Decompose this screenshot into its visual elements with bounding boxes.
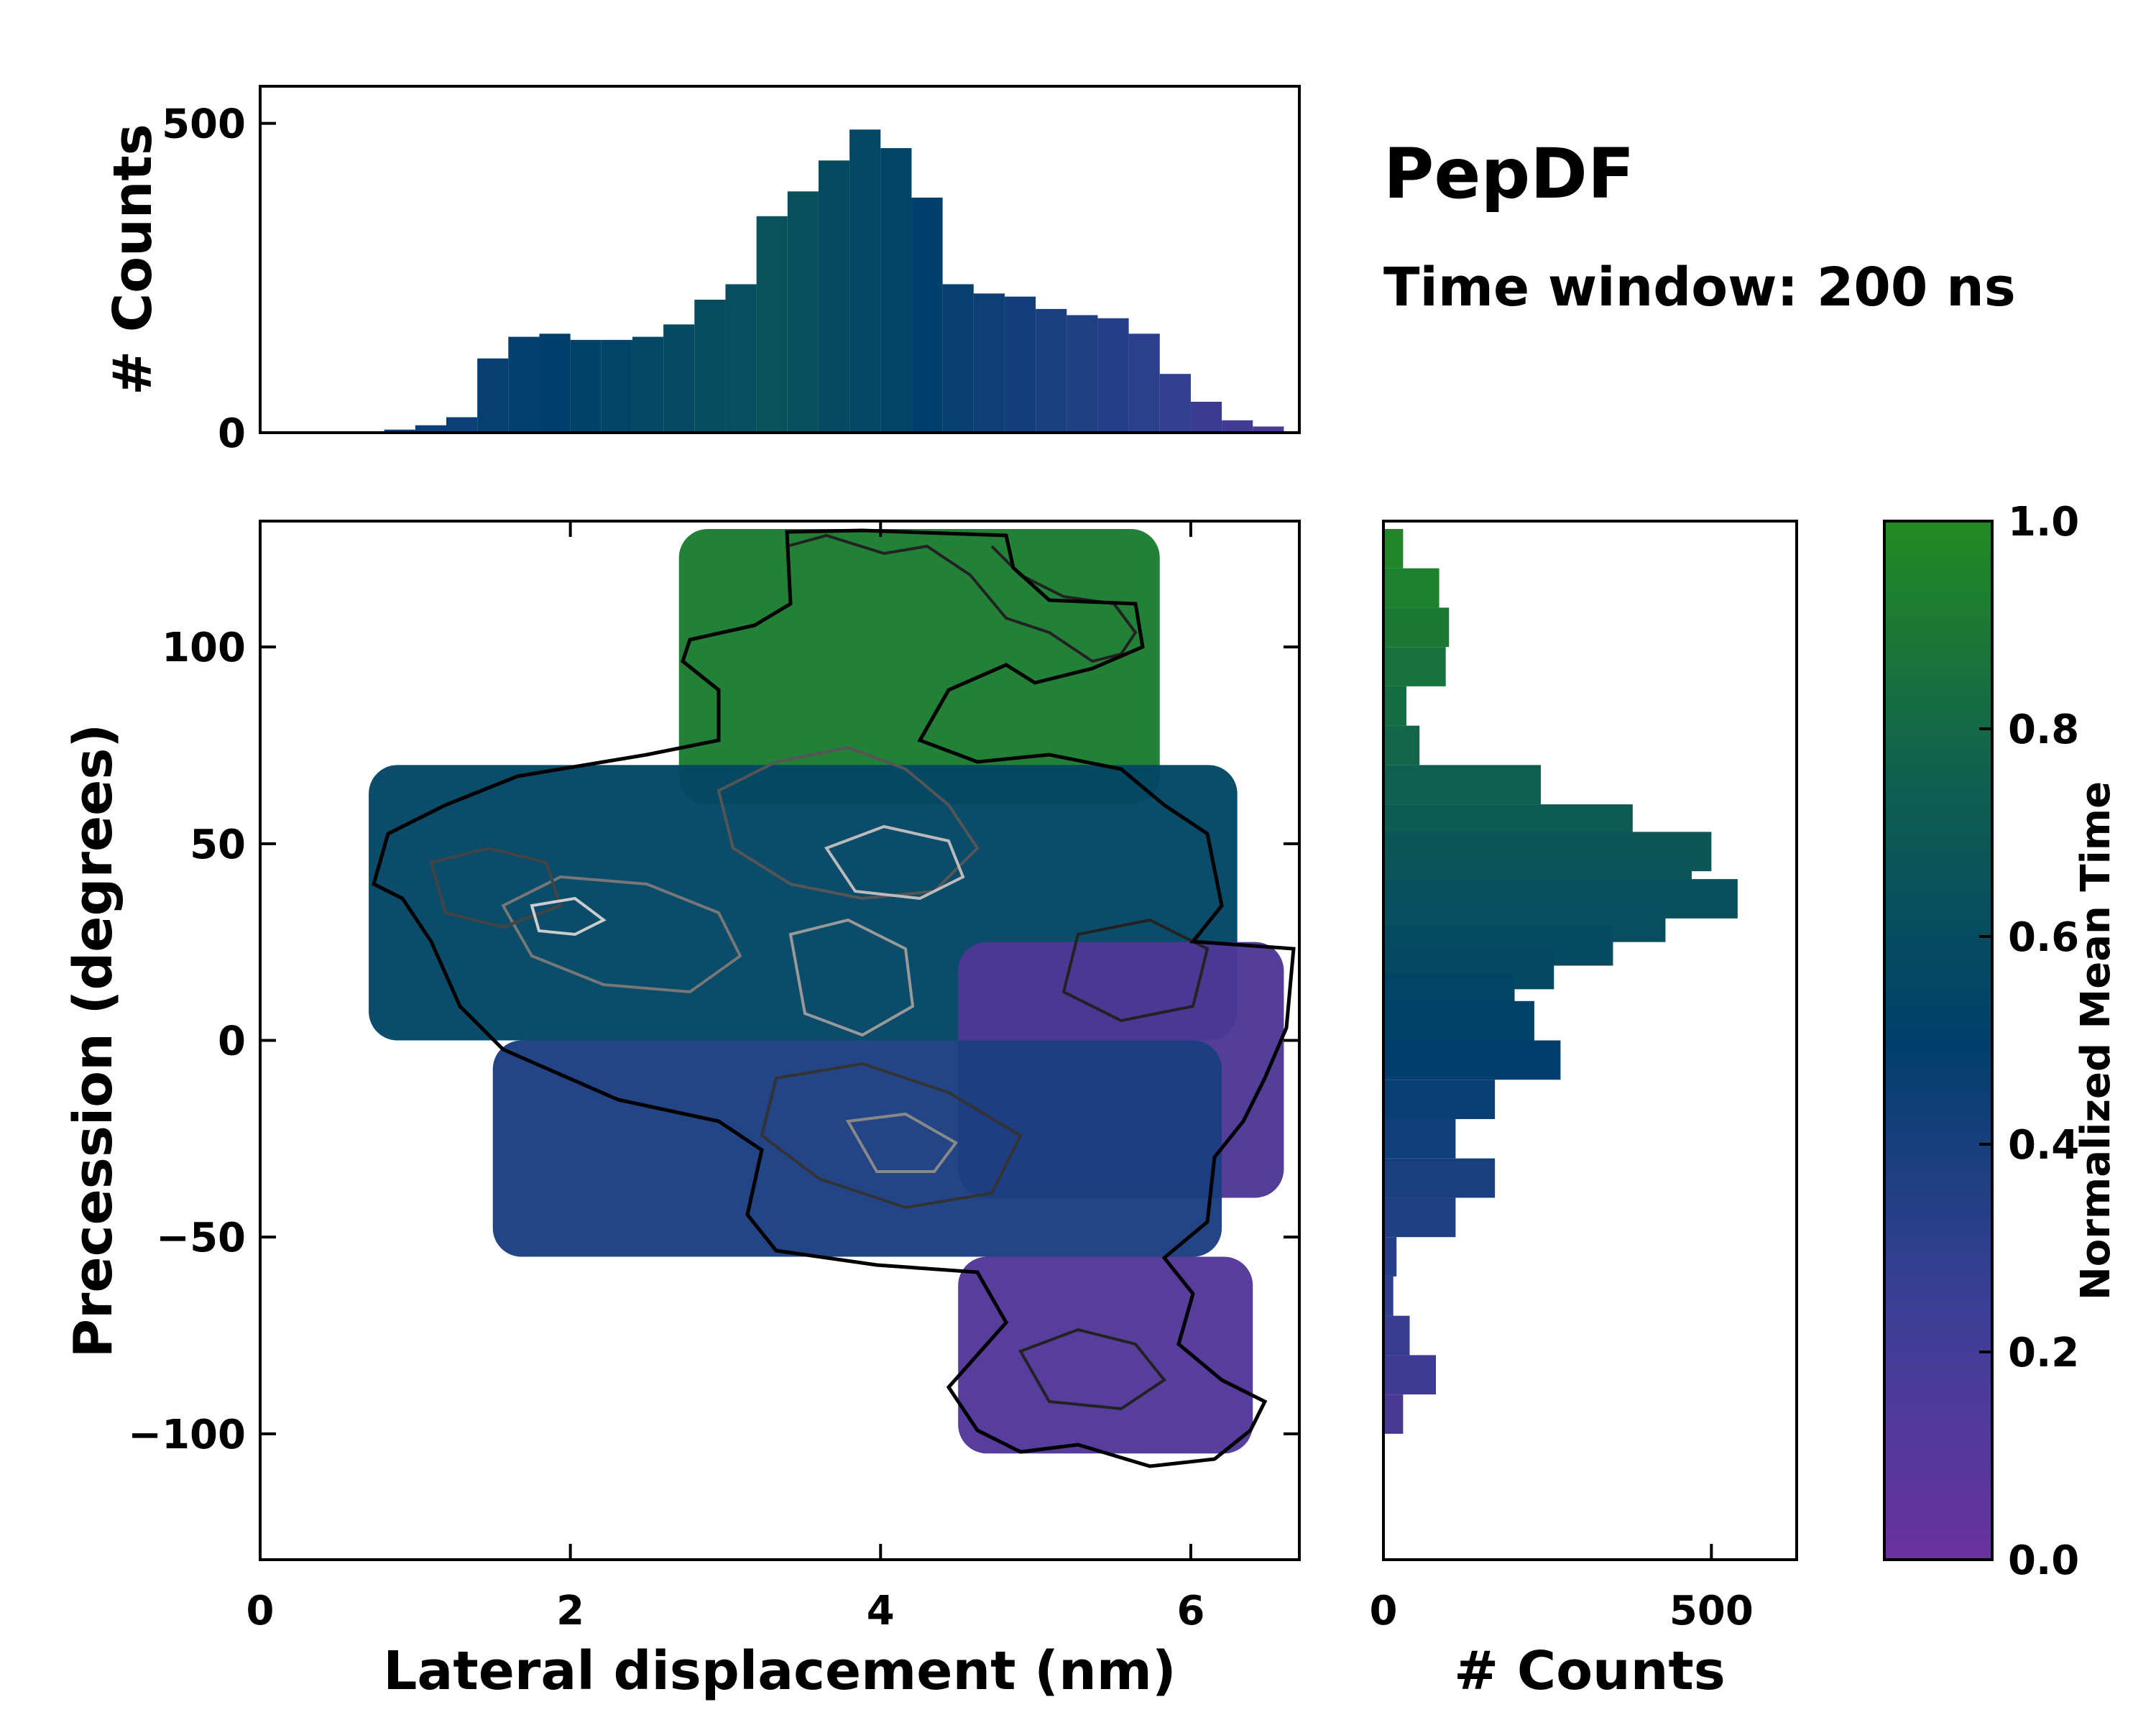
right-histogram-bar: [1383, 1118, 1456, 1159]
right-histogram-bar: [1383, 1315, 1410, 1356]
heatmap-region: [958, 1256, 1253, 1454]
top-histogram-bar: [415, 425, 446, 433]
right-histogram-bar: [1383, 1394, 1404, 1434]
right-histogram-bar: [1383, 1197, 1456, 1238]
right-histogram-bar: [1383, 1276, 1393, 1316]
colorbar: 0.0 0.2 0.4 0.6 0.8 1.0 Normalized Mean Time: [1883, 499, 2119, 1584]
chart-title: PepDF: [1383, 134, 1634, 214]
right-x-tick-label: 0: [1370, 1588, 1398, 1634]
top-histogram-bar: [1097, 318, 1129, 433]
right-histogram-bar: [1383, 607, 1450, 648]
right-histogram-bar: [1383, 725, 1420, 765]
top-histogram-bar: [384, 429, 415, 433]
top-histogram-bar: [911, 197, 943, 433]
top-histogram-bar: [508, 336, 540, 433]
right-histogram-xlabel: # Counts: [1454, 1640, 1726, 1702]
top-histogram-bar: [849, 129, 881, 433]
top-histogram-bar: [1159, 374, 1191, 433]
main-panel: 0 2 4 6 −100 −50 0 50 100 Lateral displacement (…: [63, 520, 1301, 1702]
top-histogram-bar: [756, 216, 788, 433]
top-histogram-bar: [880, 148, 912, 433]
right-histogram-bar: [1383, 1355, 1437, 1395]
top-y-tick-label: 0: [218, 410, 246, 457]
heatmap-region: [678, 528, 1160, 805]
top-histogram-bar: [1036, 308, 1067, 433]
top-histogram-ticks: 0 500: [162, 101, 276, 457]
colorbar-tick-label: 0.8: [2008, 707, 2079, 753]
top-histogram-bar: [1128, 334, 1160, 433]
right-histogram-bar: [1383, 568, 1439, 608]
right-histogram-bar: [1383, 647, 1446, 686]
colorbar-label: Normalized Mean Time: [2073, 781, 2119, 1300]
top-histogram-bar: [446, 417, 478, 433]
right-histogram-frame: [1382, 520, 1798, 1561]
colorbar-tick-label: 0.4: [2008, 1122, 2079, 1169]
main-ticks: 0 2 4 6 −100 −50 0 50 100: [128, 521, 1299, 1634]
y-tick-label: 0: [218, 1018, 246, 1065]
top-histogram: 0 500 # Counts: [102, 85, 1301, 457]
top-histogram-bar: [477, 358, 509, 433]
right-histogram-bar: [1383, 1237, 1397, 1276]
top-histogram-bar: [601, 339, 632, 433]
y-tick-label: −50: [156, 1215, 246, 1261]
right-x-tick-label: 500: [1669, 1588, 1754, 1634]
top-y-tick-label: 500: [162, 101, 246, 148]
top-histogram-bar: [942, 284, 974, 433]
outer-contour: [372, 528, 1296, 1468]
colorbar-tick-label: 0.2: [2008, 1330, 2079, 1376]
y-tick-label: 100: [162, 625, 246, 671]
right-histogram: 0 500 # Counts: [1370, 520, 1798, 1702]
top-histogram-bar: [1253, 426, 1284, 433]
top-histogram-ylabel: # Counts: [102, 124, 164, 395]
density-contours: [429, 533, 1210, 1411]
y-tick-label: −100: [128, 1412, 246, 1458]
top-histogram-bar: [570, 339, 602, 433]
main-frame: [259, 520, 1301, 1561]
top-histogram-bar: [818, 160, 850, 433]
right-histogram-ticks: 0 500: [1370, 1544, 1754, 1634]
x-tick-label: 0: [247, 1588, 275, 1634]
chart-subtitle: Time window: 200 ns: [1383, 257, 2016, 318]
colorbar-ticks: 0.0 0.2 0.4 0.6 0.8 1.0: [1979, 499, 2079, 1584]
main-ylabel: Precession (degrees): [63, 724, 124, 1358]
colorbar-gradient: [1884, 521, 1992, 1560]
heatmap-region: [492, 1040, 1222, 1257]
x-tick-label: 4: [867, 1588, 895, 1634]
right-histogram-bar: [1383, 1000, 1534, 1041]
top-histogram-bar: [725, 284, 757, 433]
right-histogram-bars: [1383, 528, 1738, 1434]
top-histogram-bar: [973, 293, 1005, 433]
top-histogram-frame: [259, 85, 1301, 434]
top-histogram-bar: [663, 324, 695, 433]
x-tick-label: 6: [1176, 1588, 1204, 1634]
top-histogram-bar: [632, 336, 664, 433]
colorbar-tick-label: 0.6: [2008, 914, 2079, 961]
top-histogram-bar: [1004, 296, 1036, 433]
top-histogram-bar: [1190, 401, 1222, 433]
right-histogram-bar: [1383, 1040, 1561, 1080]
y-tick-label: 50: [190, 822, 246, 868]
right-histogram-bar: [1383, 686, 1406, 726]
colorbar-tick-label: 0.0: [2008, 1537, 2079, 1584]
top-histogram-bar: [787, 191, 819, 433]
colorbar-tick-label: 1.0: [2008, 499, 2079, 546]
top-histogram-bar: [1067, 315, 1098, 433]
right-histogram-bar: [1383, 765, 1542, 805]
main-xlabel: Lateral displacement (nm): [383, 1640, 1176, 1702]
heatmap-regions: [369, 528, 1284, 1454]
top-histogram-bars: [384, 129, 1284, 433]
x-tick-label: 2: [556, 1588, 584, 1634]
top-histogram-bar: [1222, 420, 1253, 433]
right-histogram-bar: [1383, 528, 1404, 569]
top-histogram-bar: [694, 299, 726, 433]
colorbar-frame: [1883, 520, 1994, 1561]
top-histogram-bar: [539, 334, 571, 433]
right-histogram-bar: [1383, 1158, 1496, 1198]
right-histogram-bar: [1383, 1080, 1496, 1119]
